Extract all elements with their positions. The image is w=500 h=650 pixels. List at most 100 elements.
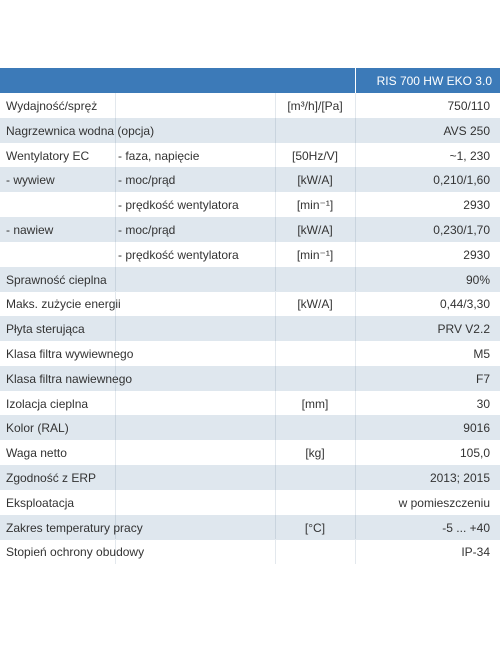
divider (275, 316, 276, 342)
divider (115, 316, 116, 342)
divider (115, 142, 116, 168)
divider (115, 291, 116, 317)
divider (115, 465, 116, 490)
unit: [50Hz/V] (291, 148, 339, 163)
parameter: Wydajność/spręż (6, 99, 98, 113)
table-row: - prędkość wentylatora [min⁻¹] 2930 (0, 241, 500, 267)
divider (355, 539, 356, 565)
table-row: Izolacja cieplna [mm] 30 (0, 390, 500, 416)
sub-parameter: - faza, napięcie (118, 148, 200, 163)
divider (275, 93, 276, 118)
value: 9016 (463, 421, 490, 436)
divider (275, 266, 276, 292)
parameter: Nagrzewnica wodna (opcja) (6, 123, 155, 138)
divider (355, 192, 356, 218)
sub-parameter: - moc/prąd (118, 173, 176, 188)
unit: [m³/h]/[Pa] (287, 99, 343, 113)
parameter: Płyta sterująca (6, 322, 85, 337)
divider (275, 539, 276, 565)
divider (355, 266, 356, 292)
unit: [kg] (305, 446, 325, 461)
value: M5 (473, 347, 490, 361)
table-row: Nagrzewnica wodna (opcja) AVS 250 (0, 117, 500, 143)
divider (275, 514, 276, 540)
divider (115, 192, 116, 218)
divider (355, 341, 356, 366)
table-row: - prędkość wentylatora [min⁻¹] 2930 (0, 192, 500, 218)
table-row: Eksploatacja w pomieszczeniu (0, 489, 500, 515)
divider (355, 489, 356, 515)
parameter: Waga netto (6, 446, 67, 461)
divider (115, 365, 116, 391)
table-row: Zakres temperatury pracy [°C] -5 ... +40 (0, 514, 500, 540)
table-row: Sprawność cieplna 90% (0, 266, 500, 292)
divider (355, 167, 356, 193)
parameter: Klasa filtra nawiewnego (6, 371, 133, 386)
divider (275, 341, 276, 366)
value: 750/110 (447, 99, 491, 113)
value: ~1, 230 (449, 148, 490, 163)
divider (115, 440, 116, 466)
unit: [kW/A] (297, 297, 333, 312)
divider (275, 167, 276, 193)
sub-parameter: - prędkość wentylatora (118, 198, 239, 213)
divider (355, 291, 356, 317)
divider (275, 465, 276, 490)
divider (115, 341, 116, 366)
divider (275, 217, 276, 242)
divider (115, 514, 116, 540)
parameter: Stopień ochrony obudowy (6, 545, 145, 560)
model-name: RIS 700 HW EKO 3.0 (376, 74, 492, 88)
divider (275, 117, 276, 143)
divider (115, 117, 116, 143)
parameter: Kolor (RAL) (6, 421, 69, 436)
divider (115, 167, 116, 193)
divider (275, 291, 276, 317)
value: 0,230/1,70 (433, 223, 490, 237)
divider (115, 539, 116, 565)
divider (355, 316, 356, 342)
unit: [mm] (301, 396, 329, 411)
parameter: - nawiew (6, 223, 54, 237)
divider (275, 365, 276, 391)
value: 90% (465, 272, 490, 287)
unit: [min⁻¹] (296, 247, 334, 262)
divider (275, 390, 276, 416)
value: 2013; 2015 (429, 471, 490, 485)
table-row: - wywiew - moc/prąd [kW/A] 0,210/1,60 (0, 167, 500, 193)
sub-parameter: - prędkość wentylatora (118, 247, 239, 262)
divider (355, 365, 356, 391)
table-row: - nawiew - moc/prąd [kW/A] 0,230/1,70 (0, 217, 500, 242)
divider (355, 415, 356, 441)
divider (115, 489, 116, 515)
divider (355, 440, 356, 466)
divider (355, 514, 356, 540)
parameter: Izolacja cieplna (6, 396, 89, 411)
table-row: Klasa filtra nawiewnego F7 (0, 365, 500, 391)
divider (355, 68, 356, 93)
divider (355, 142, 356, 168)
value: AVS 250 (443, 123, 490, 138)
divider (275, 192, 276, 218)
divider (115, 241, 116, 267)
divider (275, 241, 276, 267)
value: F7 (475, 371, 490, 386)
divider (355, 465, 356, 490)
value: 2930 (463, 198, 490, 213)
divider (355, 241, 356, 267)
value: 30 (476, 396, 490, 411)
unit: [min⁻¹] (296, 198, 334, 213)
value: IP-34 (461, 545, 490, 560)
divider (115, 390, 116, 416)
divider (115, 266, 116, 292)
value: 0,44/3,30 (439, 297, 490, 312)
divider (355, 217, 356, 242)
value: -5 ... +40 (442, 520, 490, 535)
divider (355, 117, 356, 143)
divider (275, 142, 276, 168)
table-header: RIS 700 HW EKO 3.0 (0, 68, 500, 93)
table-row: Kolor (RAL) 9016 (0, 415, 500, 441)
table-row: Waga netto [kg] 105,0 (0, 440, 500, 466)
table-row: Wydajność/spręż [m³/h]/[Pa] 750/110 (0, 93, 500, 118)
